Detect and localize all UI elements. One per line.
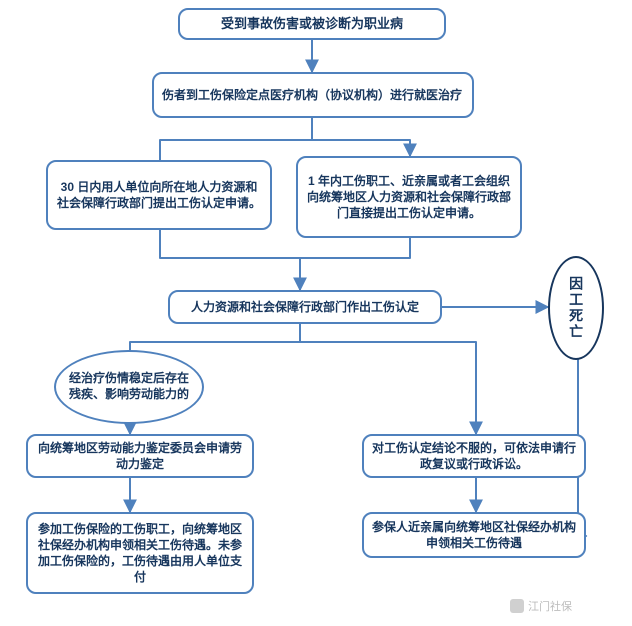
node-n10-label: 参保人近亲属向统筹地区社保经办机构申领相关工伤待遇: [372, 519, 576, 551]
watermark-text: 江门社保: [528, 598, 572, 614]
node-n6: 经治疗伤情稳定后存在残疾、影响劳动能力的: [54, 350, 204, 424]
node-n9: 参加工伤保险的工伤职工，向统筹地区社保经办机构申领相关工伤待遇。未参加工伤保险的…: [26, 512, 254, 594]
node-n9-label: 参加工伤保险的工伤职工，向统筹地区社保经办机构申领相关工伤待遇。未参加工伤保险的…: [36, 521, 244, 586]
node-n4: 1 年内工伤职工、近亲属或者工会组织向统筹地区人力资源和社会保障行政部门直接提出…: [296, 156, 522, 238]
node-n2: 伤者到工伤保险定点医疗机构（协议机构）进行就医治疗: [152, 72, 474, 118]
node-death-label: 因工死亡: [567, 276, 585, 340]
edge-2: [160, 230, 410, 290]
watermark: 江门社保: [510, 598, 572, 614]
node-n8-label: 对工伤认定结论不服的，可依法申请行政复议或行政诉讼。: [372, 440, 576, 472]
node-n4-label: 1 年内工伤职工、近亲属或者工会组织向统筹地区人力资源和社会保障行政部门直接提出…: [306, 173, 512, 222]
node-n7: 向统筹地区劳动能力鉴定委员会申请劳动力鉴定: [26, 434, 254, 478]
node-n6-label: 经治疗伤情稳定后存在残疾、影响劳动能力的: [64, 371, 194, 402]
node-death: 因工死亡: [548, 256, 604, 360]
node-n1-label: 受到事故伤害或被诊断为职业病: [221, 15, 403, 33]
node-n1: 受到事故伤害或被诊断为职业病: [178, 8, 446, 40]
node-n2-label: 伤者到工伤保险定点医疗机构（协议机构）进行就医治疗: [162, 87, 462, 103]
node-n5: 人力资源和社会保障行政部门作出工伤认定: [168, 290, 442, 324]
node-n7-label: 向统筹地区劳动能力鉴定委员会申请劳动力鉴定: [36, 440, 244, 472]
wechat-icon: [510, 599, 524, 613]
node-n5-label: 人力资源和社会保障行政部门作出工伤认定: [191, 299, 419, 315]
node-n8: 对工伤认定结论不服的，可依法申请行政复议或行政诉讼。: [362, 434, 586, 478]
node-n10: 参保人近亲属向统筹地区社保经办机构申领相关工伤待遇: [362, 512, 586, 558]
node-n3: 30 日内用人单位向所在地人力资源和社会保障行政部门提出工伤认定申请。: [46, 160, 272, 230]
node-n3-label: 30 日内用人单位向所在地人力资源和社会保障行政部门提出工伤认定申请。: [56, 179, 262, 211]
edge-1: [160, 118, 410, 160]
